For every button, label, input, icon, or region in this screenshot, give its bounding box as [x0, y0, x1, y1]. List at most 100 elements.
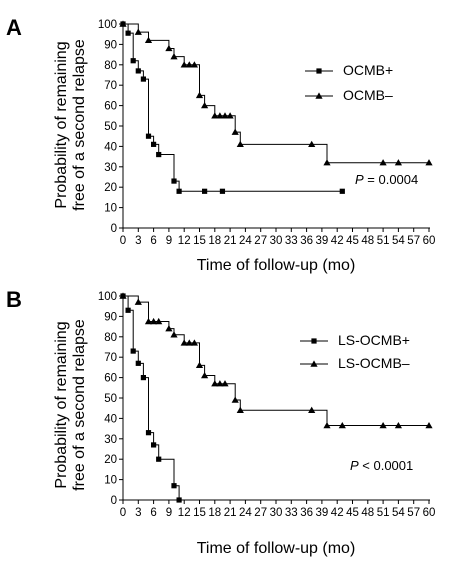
- panel-a-series-positive-point: [145, 133, 152, 139]
- panel-b-legend-marker-1: [311, 338, 317, 344]
- panel-b-series-positive-point: [156, 456, 162, 462]
- panel-a-series-negative-point: [144, 36, 153, 44]
- panel-a-series-positive-point: [130, 58, 136, 64]
- panel-a-x-tick-label: 21: [224, 235, 237, 247]
- panel-b-x-tick-label: 36: [300, 507, 313, 519]
- panel-a-x-tick-label: 39: [316, 235, 329, 247]
- panel-a-series-negative-point: [425, 159, 433, 166]
- panel-a-series-negative-point: [119, 20, 127, 27]
- panel-b-series-positive-point: [171, 483, 177, 489]
- panel-a-x-tick-label: 3: [135, 235, 141, 247]
- panel-b-x-tick-label: 54: [392, 507, 405, 519]
- panel-b-y-tick-label: 90: [104, 311, 117, 323]
- panel-b-ylabel-line2: free of a second relapse: [71, 319, 88, 491]
- panel-a-y-tick-label: 40: [104, 141, 117, 153]
- panel-a-series-negative-point: [221, 112, 229, 119]
- panel-b-series-negative-point: [323, 421, 331, 429]
- panel-a-series-negative-point: [170, 53, 178, 60]
- panel-b-x-tick-label: 42: [331, 507, 344, 519]
- panel-a-series-negative-point: [216, 112, 224, 119]
- panel-b-x-tick-label: 33: [285, 507, 298, 519]
- panel-b-series-positive-point: [130, 348, 136, 354]
- panel-b: B Probability of remaining free of a sec…: [6, 287, 435, 557]
- panel-b-legend-marker-2: [310, 360, 318, 367]
- panel-b-series-positive-point: [151, 442, 157, 448]
- panel-b-series-negative-point: [185, 339, 193, 346]
- panel-a-y-tick-label: 70: [104, 80, 117, 92]
- panel-a-x-tick-label: 6: [150, 235, 156, 247]
- panel-b-x-tick-label: 39: [316, 507, 329, 519]
- panel-a-series-negative-point: [308, 140, 316, 148]
- panel-a: A Probability of remaining free of a sec…: [6, 15, 435, 274]
- panel-a-y-tick-label: 10: [104, 203, 117, 215]
- panel-b-x-tick-label: 48: [361, 507, 374, 519]
- panel-a-x-tick-label: 48: [361, 235, 374, 247]
- panel-b-series-positive-point: [176, 497, 182, 503]
- panel-b-pvalue: P < 0.0001: [350, 458, 413, 473]
- panel-b-series-negative-point: [236, 406, 244, 413]
- panel-b-series-positive-point: [125, 307, 131, 313]
- panel-a-y-tick-label: 80: [104, 60, 117, 72]
- panel-b-series-negative-point: [195, 361, 204, 369]
- panel-a-x-tick-label: 36: [300, 235, 313, 247]
- panel-b-x-tick-label: 18: [208, 507, 221, 519]
- panel-b-series-negative-point: [216, 380, 224, 387]
- panel-a-series-positive-point: [176, 188, 182, 194]
- panel-b-series-negative-point: [231, 396, 239, 403]
- panel-b-x-tick-label: 60: [423, 507, 436, 519]
- panel-a-series-negative-point: [236, 140, 244, 148]
- panel-a-x-tick-label: 18: [208, 235, 221, 247]
- panel-b-y-tick-label: 0: [111, 495, 117, 507]
- panel-a-legend-label-1: OCMB+: [343, 62, 393, 78]
- panel-a-y-tick-label: 50: [104, 121, 117, 133]
- panel-b-series-negative-point: [394, 421, 402, 429]
- panel-a-series-positive-point: [156, 151, 162, 158]
- panel-b-x-tick-label: 51: [377, 507, 390, 519]
- panel-a-x-tick-label: 51: [377, 235, 390, 247]
- panel-b-series-positive-point: [145, 430, 152, 436]
- panel-b-letter: B: [6, 287, 22, 312]
- panel-a-y-tick-label: 30: [104, 162, 117, 174]
- panel-a-y-tick-label: 100: [98, 19, 117, 31]
- panel-a-series-positive-point: [339, 188, 345, 194]
- panel-a-x-tick-label: 60: [423, 235, 436, 247]
- panel-b-series-negative-point: [165, 325, 173, 332]
- panel-a-series-negative-point: [165, 44, 173, 52]
- panel-b-y-tick-label: 30: [104, 434, 117, 446]
- panel-a-pvalue: P = 0.0004: [355, 172, 418, 187]
- panel-a-letter: A: [6, 15, 22, 40]
- panel-a-series-negative-point: [180, 61, 188, 68]
- panel-a-series-negative-point: [323, 159, 331, 166]
- panel-b-x-tick-label: 30: [270, 507, 283, 519]
- panel-a-series-negative-point: [379, 159, 387, 166]
- panel-a-y-tick-label: 0: [111, 223, 117, 235]
- panel-a-legend-marker-2: [315, 92, 323, 99]
- panel-b-x-tick-label: 0: [120, 507, 126, 519]
- panel-a-x-tick-label: 30: [270, 235, 283, 247]
- panel-a-y-tick-label: 60: [104, 101, 117, 113]
- panel-a-y-tick-label: 20: [104, 182, 117, 194]
- panel-b-y-tick-label: 70: [104, 352, 117, 364]
- panel-b-x-tick-label: 57: [407, 507, 420, 519]
- panel-a-series-positive-point: [202, 188, 208, 194]
- panel-b-y-tick-label: 50: [104, 393, 117, 405]
- panel-a-series-negative-point: [231, 128, 239, 135]
- panel-a-series-negative-point: [134, 28, 142, 35]
- panel-a-series-negative-point: [211, 112, 219, 119]
- panel-a-xlabel: Time of follow-up (mo): [197, 257, 356, 274]
- panel-b-y-tick-label: 60: [104, 373, 117, 385]
- panel-b-series-negative-point: [119, 292, 127, 299]
- panel-b-y-tick-label: 40: [104, 413, 117, 425]
- panel-b-legend-label-2: LS-OCMB–: [338, 355, 410, 371]
- panel-b-series-positive-point: [140, 375, 146, 381]
- panel-b-series-negative-point: [144, 317, 153, 325]
- panel-a-ylabel-line1: Probability of remaining: [53, 41, 70, 208]
- panel-b-series-negative-point: [425, 421, 433, 429]
- panel-b-y-tick-label: 10: [104, 475, 117, 487]
- panel-b-series-negative-point: [221, 380, 229, 387]
- panel-a-x-tick-label: 12: [178, 235, 191, 247]
- panel-b-series-negative-point: [201, 371, 209, 379]
- panel-a-series-positive-point: [125, 30, 131, 36]
- panel-b-x-tick-label: 6: [150, 507, 156, 519]
